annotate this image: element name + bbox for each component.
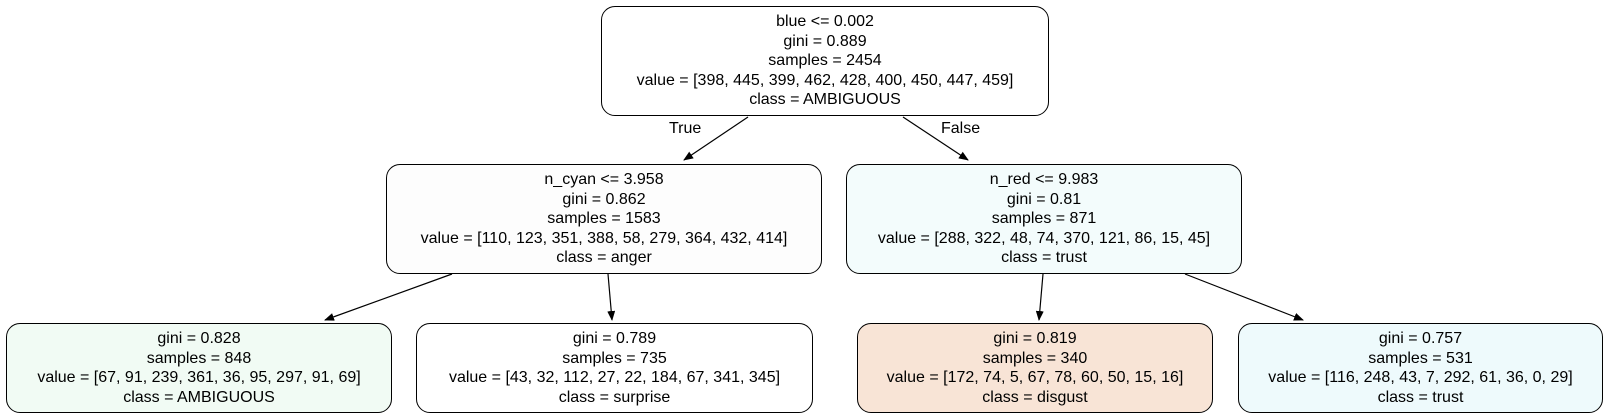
node-gini: gini = 0.789 [572, 330, 657, 347]
node-value: value = [116, 248, 43, 7, 292, 61, 36, 0… [1268, 369, 1573, 386]
node-class: class = trust [1377, 388, 1464, 406]
node-gini: gini = 0.819 [993, 330, 1077, 347]
tree-leaf-2: gini = 0.789 samples = 735 value = [43, … [416, 323, 813, 413]
node-split: n_red <= 9.983 [989, 171, 1099, 189]
tree-leaf-4: gini = 0.757 samples = 531 value = [116,… [1238, 323, 1603, 413]
node-samples: samples = 735 [562, 349, 667, 367]
edge-label-true: True [669, 120, 702, 137]
node-split: blue <= 0.002 [776, 13, 874, 31]
node-gini: gini = 0.828 [157, 330, 241, 347]
node-gini: gini = 0.862 [562, 190, 646, 208]
node-samples: samples = 340 [982, 349, 1088, 367]
tree-leaf-1: gini = 0.828 samples = 848 value = [67, … [6, 323, 392, 413]
node-class: class = AMBIGUOUS [749, 91, 901, 109]
node-value: value = [398, 445, 399, 462, 428, 400, 4… [636, 71, 1014, 89]
node-gini: gini = 0.757 [1378, 330, 1463, 347]
node-samples: samples = 2454 [768, 52, 882, 70]
node-class: class = surprise [558, 388, 671, 406]
node-value: value = [110, 123, 351, 388, 58, 279, 36… [420, 229, 788, 247]
edge-left-right [607, 273, 616, 321]
node-samples: samples = 871 [991, 210, 1097, 228]
node-class: class = anger [556, 249, 652, 267]
edge-right-left [1035, 273, 1044, 321]
node-class: class = trust [1001, 249, 1087, 267]
node-samples: samples = 1583 [547, 210, 661, 228]
tree-leaf-3: gini = 0.819 samples = 340 value = [172,… [857, 323, 1213, 413]
tree-node-left: n_cyan <= 3.958 gini = 0.862 samples = 1… [386, 164, 822, 274]
node-value: value = [288, 322, 48, 74, 370, 121, 86,… [877, 229, 1211, 247]
node-split: n_cyan <= 3.958 [544, 171, 664, 189]
node-gini: gini = 0.81 [1006, 190, 1082, 208]
node-gini: gini = 0.889 [783, 32, 867, 50]
node-samples: samples = 848 [146, 349, 252, 367]
tree-node-root: blue <= 0.002 gini = 0.889 samples = 245… [601, 6, 1049, 116]
node-samples: samples = 531 [1368, 349, 1473, 367]
tree-node-right: n_red <= 9.983 gini = 0.81 samples = 871… [846, 164, 1242, 274]
edge-label-false: False [941, 120, 981, 137]
node-value: value = [67, 91, 239, 361, 36, 95, 297, … [37, 369, 361, 386]
node-class: class = AMBIGUOUS [123, 388, 275, 406]
edge-right-right [1184, 273, 1304, 321]
edge-root-left [683, 116, 749, 161]
node-value: value = [172, 74, 5, 67, 78, 60, 50, 15,… [886, 369, 1184, 386]
node-class: class = disgust [982, 388, 1088, 406]
node-value: value = [43, 32, 112, 27, 22, 184, 67, 3… [448, 369, 781, 386]
edge-root-right [902, 116, 969, 161]
edge-left-left [324, 273, 453, 321]
